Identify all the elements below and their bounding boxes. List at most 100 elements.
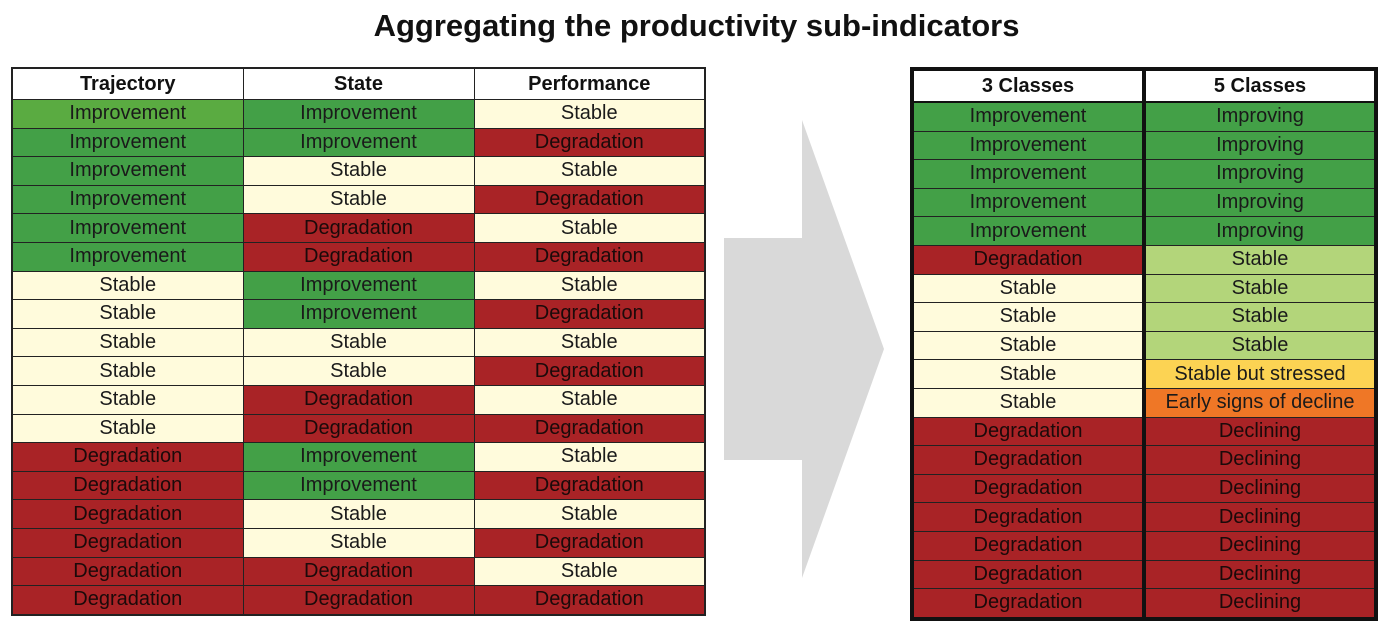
table-row: Degradation Degradation Degradation: [11, 585, 706, 616]
table-cell: Degradation: [242, 384, 475, 415]
table-row: Degradation Declining: [911, 445, 1377, 475]
table-cell: Degradation: [473, 127, 706, 158]
table-row: Stable Stable: [911, 273, 1377, 304]
table-cell: Stable: [911, 273, 1146, 304]
table-cell: Stable: [242, 156, 475, 186]
table-cell: Degradation: [242, 556, 475, 587]
table-row: Stable Stable Stable: [11, 327, 706, 358]
table-cell: Improvement: [11, 184, 244, 215]
table-cell: Stable but stressed: [1143, 359, 1377, 389]
table-cell: Stable: [473, 556, 706, 587]
table-row: Stable Degradation Stable: [11, 384, 706, 415]
table-cell: Degradation: [242, 241, 475, 272]
table-cell: Stable: [11, 299, 244, 329]
table-cell: Improving: [1143, 216, 1377, 246]
table-cell: Stable: [1143, 302, 1377, 332]
table-cell: Declining: [1143, 473, 1377, 504]
table-cell: Early signs of decline: [1143, 387, 1377, 418]
table-cell: Degradation: [242, 585, 475, 616]
table-cell: Stable: [911, 330, 1146, 361]
table-row: Degradation Declining: [911, 502, 1377, 532]
table-cell: Stable: [242, 527, 475, 558]
table-cell: Degradation: [911, 473, 1146, 504]
table-cell: Stable: [11, 270, 244, 301]
table-cell: Improvement: [11, 241, 244, 272]
table-cell: Degradation: [473, 470, 706, 501]
table-cell: Declining: [1143, 445, 1377, 475]
table-cell: Improvement: [911, 216, 1146, 246]
table-cell: Improvement: [242, 99, 475, 129]
table-cell: Improvement: [911, 159, 1146, 189]
table-cell: Degradation: [473, 299, 706, 329]
table-cell: Improving: [1143, 130, 1377, 161]
table-row: Degradation Stable: [911, 244, 1377, 275]
column-header-performance: Performance: [473, 67, 706, 100]
table-row: Stable Early signs of decline: [911, 387, 1377, 418]
table-row: Stable Improvement Degradation: [11, 299, 706, 329]
table-row: Improvement Degradation Stable: [11, 213, 706, 243]
table-cell: Stable: [242, 327, 475, 358]
table-cell: Stable: [1143, 330, 1377, 361]
column-header-5-classes: 5 Classes: [1143, 68, 1377, 103]
table-row: Improvement Stable Stable: [11, 156, 706, 186]
table-cell: Declining: [1143, 588, 1377, 620]
table-cell: Improvement: [11, 213, 244, 243]
table-row: Improvement Improving: [911, 130, 1377, 161]
classes-table: 3 Classes 5 Classes Improvement Improving…: [910, 67, 1378, 621]
table-cell: Stable: [1143, 244, 1377, 275]
table-cell: Stable: [242, 356, 475, 386]
table-cell: Improving: [1143, 101, 1377, 132]
table-cell: Stable: [242, 184, 475, 215]
table-cell: Degradation: [473, 241, 706, 272]
table-cell: Degradation: [911, 502, 1146, 532]
column-header-trajectory: Trajectory: [11, 67, 244, 100]
table-cell: Stable: [473, 327, 706, 358]
table-row: Stable Stable Degradation: [11, 356, 706, 386]
table-row: Stable Stable: [911, 302, 1377, 332]
table-row: Degradation Improvement Stable: [11, 442, 706, 472]
table-cell: Improvement: [242, 470, 475, 501]
table-cell: Degradation: [11, 527, 244, 558]
table-cell: Declining: [1143, 502, 1377, 532]
table-cell: Degradation: [473, 527, 706, 558]
table-cell: Improving: [1143, 187, 1377, 218]
table-row: Stable Improvement Stable: [11, 270, 706, 301]
table-header-row: Trajectory State Performance: [11, 67, 706, 100]
table-row: Degradation Declining: [911, 588, 1377, 620]
table-row: Improvement Improvement Stable: [11, 99, 706, 129]
table-cell: Stable: [242, 499, 475, 529]
table-cell: Stable: [11, 384, 244, 415]
table-cell: Stable: [11, 413, 244, 444]
table-header-row: 3 Classes 5 Classes: [911, 68, 1377, 103]
table-cell: Stable: [911, 359, 1146, 389]
table-row: Stable Stable: [911, 330, 1377, 361]
table-row: Improvement Improvement Degradation: [11, 127, 706, 158]
table-cell: Stable: [473, 156, 706, 186]
table-cell: Stable: [11, 356, 244, 386]
table-row: Improvement Stable Degradation: [11, 184, 706, 215]
table-cell: Improvement: [911, 101, 1146, 132]
column-header-3-classes: 3 Classes: [911, 68, 1146, 103]
table-cell: Degradation: [11, 585, 244, 616]
table-cell: Stable: [473, 213, 706, 243]
table-cell: Improvement: [242, 270, 475, 301]
table-cell: Degradation: [473, 585, 706, 616]
table-cell: Degradation: [242, 413, 475, 444]
table-cell: Declining: [1143, 530, 1377, 561]
table-cell: Stable: [473, 270, 706, 301]
table-row: Improvement Improving: [911, 216, 1377, 246]
table-cell: Stable: [473, 499, 706, 529]
table-cell: Declining: [1143, 416, 1377, 447]
page-title: Aggregating the productivity sub-indicat…: [373, 8, 1020, 43]
table-cell: Degradation: [473, 356, 706, 386]
table-row: Improvement Degradation Degradation: [11, 241, 706, 272]
table-cell: Degradation: [11, 556, 244, 587]
table-row: Degradation Stable Stable: [11, 499, 706, 529]
table-row: Stable Degradation Degradation: [11, 413, 706, 444]
table-cell: Improvement: [242, 299, 475, 329]
table-cell: Degradation: [11, 442, 244, 472]
table-cell: Degradation: [11, 499, 244, 529]
table-cell: Improvement: [242, 127, 475, 158]
table-cell: Improvement: [11, 127, 244, 158]
table-row: Improvement Improving: [911, 187, 1377, 218]
